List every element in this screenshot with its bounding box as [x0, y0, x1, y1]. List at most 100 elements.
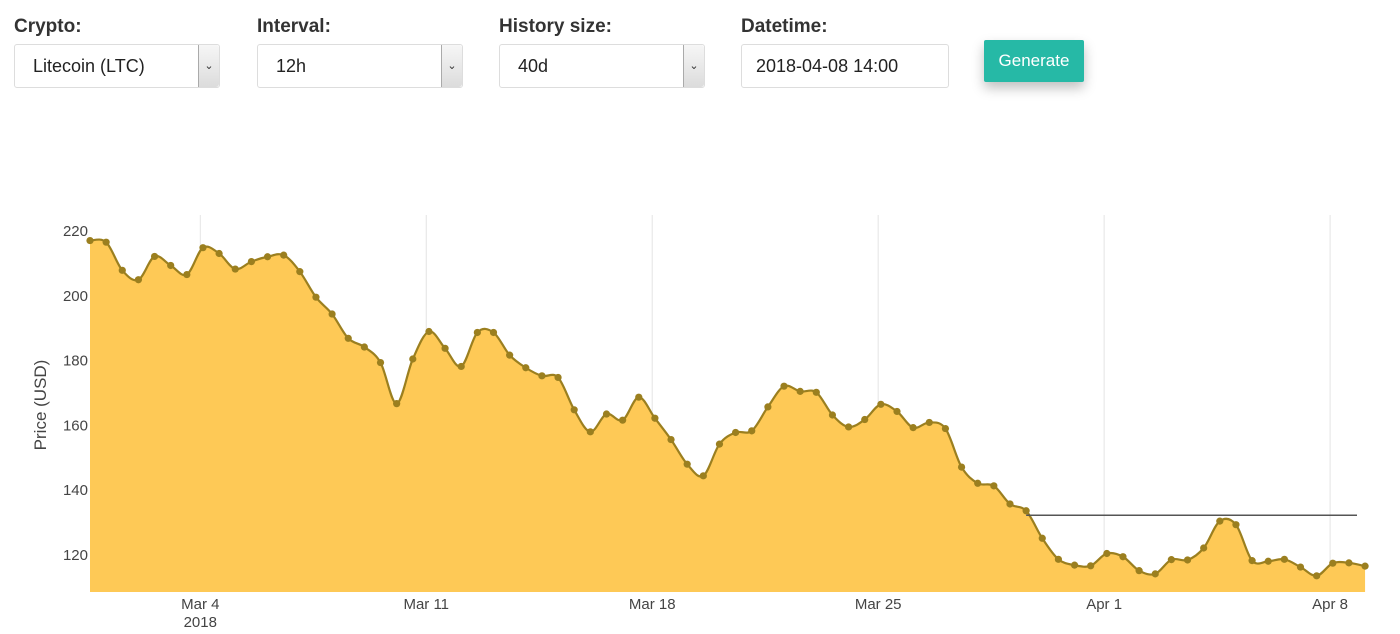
data-point	[1216, 517, 1224, 525]
history-size-select[interactable]: 40d ⌄	[499, 44, 705, 88]
x-tick-label: Apr 1	[1086, 596, 1122, 613]
data-point	[1232, 521, 1240, 529]
data-point	[1313, 572, 1321, 580]
data-point	[957, 463, 966, 471]
interval-field: Interval: 12h ⌄	[257, 14, 463, 88]
data-point	[893, 407, 901, 416]
data-point	[941, 424, 950, 433]
data-point	[409, 355, 417, 363]
data-point	[877, 400, 885, 408]
x-tick-label: Apr 8	[1312, 596, 1348, 613]
y-tick-label: 120	[63, 547, 88, 564]
data-point	[554, 373, 562, 382]
crypto-select-value: Litecoin (LTC)	[33, 56, 145, 76]
data-point	[134, 276, 143, 284]
data-point	[280, 251, 288, 259]
data-point	[1119, 553, 1127, 561]
datetime-input[interactable]	[741, 44, 949, 88]
data-point	[118, 266, 126, 274]
data-point	[925, 418, 933, 427]
data-point	[522, 364, 530, 372]
data-point	[1022, 507, 1030, 515]
data-point	[683, 460, 691, 468]
data-point	[167, 261, 175, 270]
data-point	[764, 403, 772, 411]
x-tick-label: Mar 18	[629, 596, 676, 613]
data-point	[1135, 567, 1143, 575]
data-point	[844, 423, 853, 431]
data-point	[344, 334, 352, 342]
data-point	[312, 293, 320, 301]
data-point	[489, 328, 498, 337]
data-point	[215, 249, 223, 258]
data-point	[376, 358, 385, 367]
data-point	[1296, 563, 1305, 571]
data-point	[1248, 557, 1256, 565]
data-point	[732, 428, 740, 437]
data-point	[699, 472, 707, 480]
data-point	[183, 270, 191, 279]
data-point	[990, 482, 998, 490]
data-point	[828, 411, 837, 419]
data-point	[247, 257, 256, 266]
data-point	[86, 236, 94, 245]
crypto-label: Crypto:	[14, 16, 82, 37]
data-point	[570, 406, 578, 414]
data-point	[812, 388, 820, 396]
history-size-select-value: 40d	[518, 56, 549, 76]
data-point	[1103, 549, 1111, 558]
data-point	[586, 428, 594, 436]
data-point	[780, 382, 788, 390]
data-point	[102, 238, 110, 246]
data-point	[667, 435, 675, 444]
data-point	[1329, 559, 1337, 567]
data-point	[441, 344, 449, 352]
data-point	[635, 393, 643, 401]
data-point	[328, 310, 336, 318]
price-area-fill	[90, 239, 1366, 592]
data-point	[296, 268, 304, 276]
data-point	[1167, 556, 1175, 564]
data-point	[199, 244, 207, 252]
data-point	[796, 387, 804, 395]
history-size-field: History size: 40d ⌄	[499, 14, 705, 88]
interval-select-value: 12h	[276, 56, 307, 76]
x-tick-label: Mar 11	[403, 596, 449, 613]
data-point	[1038, 534, 1046, 542]
crypto-select[interactable]: Litecoin (LTC) ⌄	[14, 44, 220, 88]
y-tick-label: 180	[63, 353, 88, 370]
data-point	[457, 362, 465, 371]
data-point	[909, 424, 917, 432]
data-point	[1183, 556, 1192, 564]
controls-bar: Crypto: Litecoin (LTC) ⌄ Interval: 12h ⌄…	[0, 0, 1400, 110]
data-point	[1345, 559, 1353, 567]
datetime-label: Datetime:	[741, 16, 828, 37]
data-point	[602, 410, 611, 418]
crypto-field: Crypto: Litecoin (LTC) ⌄	[14, 14, 220, 88]
data-point	[1200, 544, 1208, 552]
chevron-down-icon[interactable]: ⌄	[683, 45, 704, 87]
y-tick-label: 220	[63, 223, 88, 240]
data-point	[150, 252, 159, 261]
datetime-field: Datetime:	[741, 14, 949, 88]
data-point	[473, 328, 481, 337]
data-point	[393, 400, 401, 408]
data-point	[263, 253, 272, 261]
chevron-down-icon[interactable]: ⌄	[198, 45, 219, 87]
y-axis-title: Price (USD)	[31, 360, 50, 451]
generate-button[interactable]: Generate	[984, 40, 1084, 82]
x-tick-sublabel: 2018	[184, 614, 217, 631]
price-markers	[86, 236, 1369, 580]
y-tick-label: 160	[63, 417, 88, 434]
data-point	[974, 479, 982, 487]
data-point	[619, 416, 627, 424]
data-point	[715, 440, 724, 448]
interval-select[interactable]: 12h ⌄	[257, 44, 463, 88]
data-point	[360, 343, 368, 351]
x-tick-label: Mar 25	[855, 596, 902, 613]
chevron-down-icon[interactable]: ⌄	[441, 45, 462, 87]
data-point	[1280, 555, 1288, 563]
data-point	[651, 414, 659, 422]
